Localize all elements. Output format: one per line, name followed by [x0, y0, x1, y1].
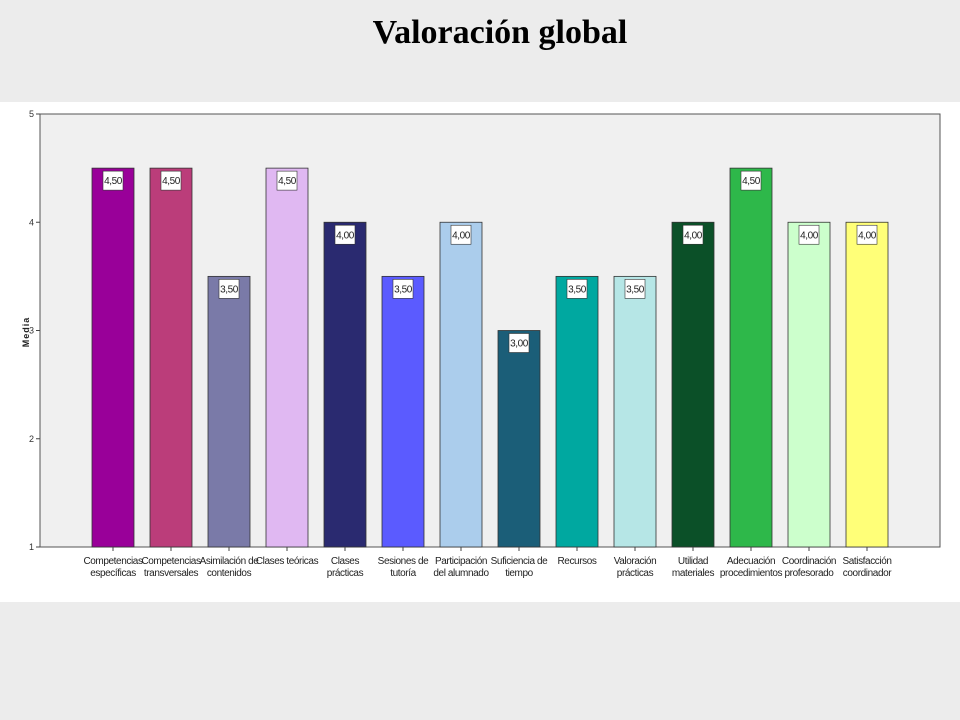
- y-tick-label: 4: [29, 217, 34, 227]
- data-label-box: [508, 333, 530, 353]
- data-label: 3,50: [394, 284, 413, 295]
- x-tick-label: profesorado: [785, 568, 835, 579]
- data-label: 4,00: [336, 230, 355, 241]
- bar: [671, 221, 715, 548]
- data-label-box: [334, 224, 356, 245]
- x-tick-label: Adecuación: [727, 556, 775, 567]
- x-tick-label: contenidos: [207, 568, 252, 579]
- data-label-box: [856, 224, 878, 245]
- bar: [149, 167, 193, 548]
- data-label-box: [392, 279, 414, 299]
- x-tick-label: Utilidad: [678, 556, 708, 567]
- data-label-box: [566, 279, 588, 299]
- data-label: 4,50: [162, 176, 181, 187]
- bar: [729, 167, 773, 548]
- x-tick-label: Suficiencia de: [491, 556, 548, 567]
- x-tick-label: tiempo: [505, 568, 533, 579]
- data-label: 4,00: [858, 230, 877, 241]
- data-label-box: [218, 279, 240, 299]
- y-tick-label: 2: [29, 434, 34, 444]
- bar: [845, 221, 889, 548]
- x-tick-label: Coordinación: [782, 556, 836, 567]
- data-label-box: [160, 170, 182, 191]
- x-tick-label: del alumnado: [433, 568, 489, 579]
- x-tick-label: Participación: [435, 556, 487, 567]
- x-tick-label: coordinador: [843, 568, 892, 579]
- y-tick-label: 1: [29, 542, 34, 552]
- data-label: 4,00: [452, 230, 471, 241]
- data-label-box: [624, 279, 646, 299]
- data-label: 4,00: [800, 230, 819, 241]
- bar: [207, 275, 251, 548]
- data-label: 3,50: [626, 284, 645, 295]
- data-label-box: [102, 170, 124, 191]
- data-label: 3,00: [510, 339, 529, 350]
- bar: [497, 330, 541, 548]
- y-tick-label: 3: [29, 326, 34, 336]
- data-label-box: [798, 224, 820, 245]
- x-tick-label: prácticas: [327, 568, 364, 579]
- data-label-box: [682, 224, 704, 245]
- x-tick-label: Recursos: [557, 556, 596, 567]
- bar: [91, 167, 135, 548]
- x-tick-label: específicas: [90, 568, 136, 579]
- x-tick-label: Clases teóricas: [256, 556, 319, 567]
- x-tick-label: procedimientos: [720, 568, 783, 579]
- x-tick-label: prácticas: [617, 568, 654, 579]
- data-label: 4,50: [104, 176, 123, 187]
- bar: [613, 275, 657, 548]
- bar: [439, 221, 483, 548]
- bar: [323, 221, 367, 548]
- bar-chart: 12345Media4,50Competenciasespecíficas4,5…: [21, 109, 941, 579]
- x-tick-label: Sesiones de: [378, 556, 429, 567]
- x-tick-label: Competencias: [141, 556, 201, 567]
- x-tick-label: Clases: [331, 556, 360, 567]
- data-label-box: [276, 170, 298, 191]
- x-tick-label: transversales: [144, 568, 199, 579]
- bar: [787, 221, 831, 548]
- x-tick-label: Valoración: [614, 556, 657, 567]
- data-label: 4,50: [278, 176, 297, 187]
- bar: [265, 167, 309, 548]
- x-tick-label: Competencias: [83, 556, 143, 567]
- y-tick-label: 5: [29, 109, 34, 119]
- data-label: 4,50: [742, 176, 761, 187]
- page-title: Valoración global: [372, 14, 628, 51]
- data-label: 3,50: [568, 284, 587, 295]
- data-label: 3,50: [220, 284, 239, 295]
- y-axis-label: Media: [21, 317, 31, 348]
- x-tick-label: Asimilación de: [200, 556, 260, 567]
- x-tick-label: materiales: [672, 568, 715, 579]
- data-label: 4,00: [684, 230, 703, 241]
- data-label-box: [450, 224, 472, 245]
- x-tick-label: Satisfacción: [842, 556, 891, 567]
- x-tick-label: tutoría: [390, 568, 416, 579]
- bar: [555, 275, 599, 548]
- bar: [381, 275, 425, 548]
- data-label-box: [740, 170, 762, 191]
